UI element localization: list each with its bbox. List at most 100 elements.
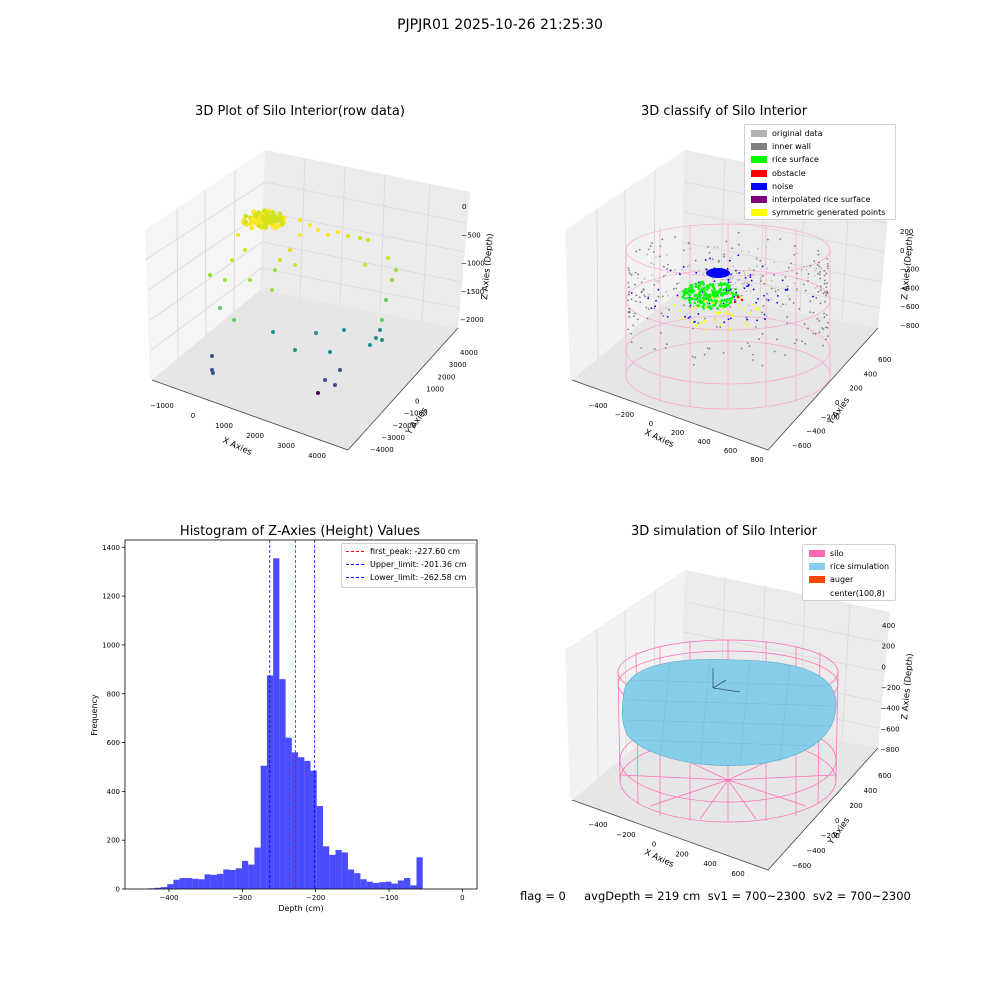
chart1-panes: [144, 150, 470, 451]
chart2-point: [666, 295, 669, 297]
chart2-point: [729, 306, 732, 308]
chart2-point: [813, 269, 816, 272]
chart2-x-tick: 600: [724, 447, 737, 455]
chart1-y-tick: −2000: [393, 422, 417, 430]
legend-label: Lower_limit: -262.58 cm: [370, 573, 467, 582]
chart2-point: [633, 315, 635, 318]
chart1-point: [316, 228, 320, 232]
legend-item: symmetric generated points: [751, 208, 885, 218]
legend-label: interpolated rice surface: [772, 195, 871, 204]
chart2-z-tick: −200: [900, 266, 919, 274]
chart2-point: [719, 281, 722, 285]
chart2-point: [779, 305, 782, 308]
chart2-point: [697, 322, 700, 324]
chart2-point: [678, 282, 681, 284]
legend-swatch: [346, 564, 364, 565]
chart2-point: [709, 257, 711, 260]
chart2-point: [678, 309, 681, 313]
chart2-point: [661, 238, 664, 241]
chart2-point: [827, 267, 829, 270]
chart1-point: [230, 258, 234, 262]
chart2-silo-wireframe: [625, 223, 831, 410]
chart2-point: [647, 308, 650, 311]
chart2-point: [681, 295, 684, 299]
chart2-point: [719, 304, 723, 308]
chart2-point: [718, 259, 720, 262]
chart2-point: [748, 345, 751, 348]
chart2-point: [709, 307, 712, 310]
chart2-point: [712, 277, 714, 280]
histogram-bar: [323, 846, 330, 889]
legend-swatch: [751, 156, 767, 164]
chart2-point: [627, 286, 630, 289]
chart2-y-tick: 600: [878, 356, 891, 364]
histogram-bar: [210, 874, 218, 889]
legend-label: first_peak: -227.60 cm: [370, 547, 461, 556]
chart2-point: [764, 318, 766, 320]
chart2-point: [821, 327, 824, 329]
chart2-point: [629, 273, 631, 276]
chart1-point: [338, 368, 342, 372]
chart2-point: [706, 296, 710, 300]
chart3-y-ticks: 0 200 400 600 800 1000 1200 1400: [102, 544, 125, 894]
chart1-point: [210, 354, 214, 358]
chart2-point: [752, 359, 754, 361]
chart2-point: [694, 298, 698, 301]
chart2-y-tick: 0: [835, 399, 839, 407]
chart2-point: [716, 326, 718, 328]
chart2-point: [773, 350, 776, 353]
chart2-point: [627, 299, 629, 302]
chart2-point: [826, 282, 828, 285]
chart2-point: [716, 246, 719, 248]
chart4-y-tick: 200: [849, 802, 862, 810]
chart4-x-tick: 400: [703, 860, 716, 868]
chart1-point: [256, 223, 262, 229]
chart1-point: [270, 288, 274, 292]
chart2-point: [634, 271, 637, 274]
legend-label: obstacle: [772, 168, 806, 178]
chart2-point: [796, 277, 798, 280]
chart2-point: [795, 252, 798, 255]
chart2-point: [823, 312, 825, 315]
chart2-point: [657, 281, 659, 284]
chart2-point: [705, 285, 709, 288]
chart2-point: [723, 321, 726, 324]
chart2-point: [718, 301, 721, 304]
chart2-point: [787, 295, 789, 297]
chart2-point: [708, 251, 711, 254]
chart2-point: [727, 281, 730, 284]
chart2-point: [759, 259, 762, 262]
legend-swatch: [809, 589, 825, 597]
chart2-point: [655, 256, 657, 258]
chart2-point: [701, 305, 705, 309]
chart1-point: [366, 238, 370, 242]
chart2-point: [819, 287, 822, 289]
chart2-point: [683, 249, 685, 252]
chart2-point: [729, 281, 732, 284]
chart2-point: [689, 304, 692, 307]
chart2-point: [695, 271, 698, 274]
chart2-point: [826, 291, 829, 294]
chart2-point: [709, 298, 712, 302]
chart2-point: [785, 303, 787, 306]
chart2-point: [648, 293, 651, 296]
chart2-point: [784, 276, 787, 279]
chart2-point: [717, 283, 721, 287]
chart2-point: [738, 272, 741, 274]
chart2-point: [684, 315, 686, 318]
chart2-point: [659, 296, 662, 298]
chart2-point: [627, 281, 629, 284]
chart4-rice-surface: [621, 659, 837, 767]
chart2-point: [667, 263, 669, 266]
chart2-point: [750, 309, 753, 312]
chart2-point: [697, 287, 701, 291]
chart2-y-tick: 200: [849, 385, 862, 393]
chart1-point: [251, 209, 257, 214]
chart2-point: [635, 300, 637, 303]
chart1-point: [232, 318, 236, 322]
legend-label: inner wall: [772, 142, 812, 152]
chart2-point: [737, 294, 740, 297]
chart2-point: [779, 238, 782, 241]
chart1-y-tick: 1000: [426, 385, 444, 393]
chart2-point: [728, 259, 731, 262]
